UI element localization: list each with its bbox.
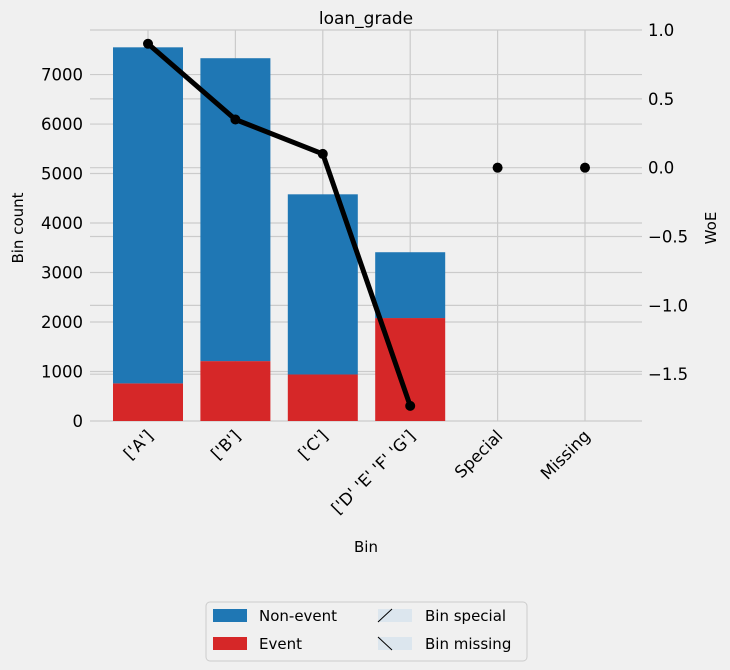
woe-line-path [146,41,413,407]
bar-event [113,383,183,421]
x-axis-ticks: ['A'] ['B'] ['C']['D' 'E' 'F' 'G'] Special M… [120,426,594,517]
x-tick-label: Special [451,426,506,481]
x-tick-label: ['C'] [295,426,332,463]
x-tick-label: ['A'] [120,426,157,463]
y-tick-label: 0 [73,412,84,431]
legend-label-bin-missing: Bin missing [425,635,511,653]
y-axis-label: Bin count [9,192,27,263]
y-tick-label: 4000 [41,214,83,233]
bar-event [200,361,271,421]
x-tick-label: ['D' 'E' 'F' 'G'] [328,426,419,517]
y2-axis-ticks: 1.0 0.5 0.0 −0.5 −1.0 −1.5 [648,21,688,384]
legend-swatch-event [213,637,247,650]
y-tick-label: 6000 [41,115,83,134]
legend: Non-event Event Bin special Bin missing [205,601,528,662]
bar-event [287,374,358,421]
legend-swatch-bin-special [378,609,412,622]
y2-tick-label: −0.5 [648,228,688,247]
legend-label-non-event: Non-event [259,607,337,625]
bar-non-event [200,58,271,362]
chart-title: loan_grade [319,9,413,29]
legend-label-event: Event [259,635,302,653]
x-tick-label: ['B'] [207,426,244,463]
y2-tick-label: 0.5 [648,90,674,109]
y-tick-label: 5000 [41,165,83,184]
y2-tick-label: −1.5 [648,365,688,384]
y2-axis-label: WoE [702,212,720,245]
woe-point [405,400,416,411]
x-axis-label: Bin [354,538,378,556]
legend-swatch-non-event [213,609,247,622]
y-tick-label: 1000 [41,363,83,382]
x-tick-label: Missing [537,426,594,483]
legend-hatch-bin-missing [377,636,393,651]
y2-tick-label: 0.0 [648,159,674,178]
woe-point [580,162,590,173]
y-tick-label: 7000 [41,66,83,85]
y2-tick-label: 1.0 [648,21,674,40]
legend-frame [205,601,528,662]
y-axis-ticks: 0 1000 2000 3000 4000 5000 6000 7000 [41,66,83,431]
woe-point [317,148,328,159]
y2-tick-label: −1.0 [648,296,688,315]
legend-swatch-bin-missing [378,637,412,650]
bar-non-event [113,47,183,384]
legend-label-bin-special: Bin special [425,607,506,625]
woe-point [492,162,503,173]
woe-line [143,38,590,411]
woe-point [143,38,153,49]
legend-hatch-bin-special [377,608,393,623]
y-tick-label: 2000 [41,313,83,332]
woe-point [230,114,241,125]
bars [113,47,446,421]
y-tick-label: 3000 [41,264,83,283]
bar-non-event [375,252,446,319]
